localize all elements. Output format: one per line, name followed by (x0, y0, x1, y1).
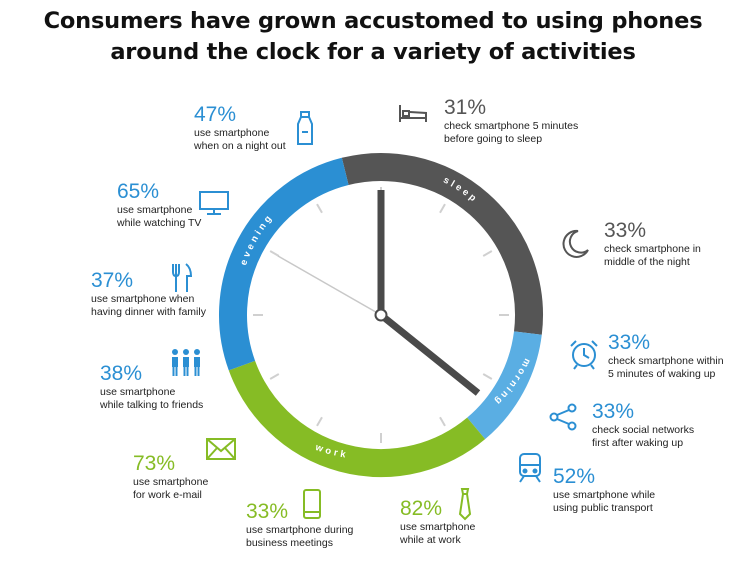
stat-percentage: 52% (553, 465, 596, 488)
stat-percentage: 33% (608, 331, 651, 354)
drink-icon (297, 111, 313, 145)
tie-icon (458, 488, 472, 521)
stat-description: use smartphone while watching TV (117, 204, 202, 229)
stat-description: use smartphone while talking to friends (100, 386, 204, 411)
stat-percentage: 47% (194, 103, 237, 126)
stat-description: use smartphone for work e-mail (133, 476, 209, 501)
tick-mark (482, 373, 493, 380)
moon-icon (562, 229, 589, 258)
stat-percentage: 37% (91, 269, 134, 292)
tv-icon (199, 191, 229, 215)
alarm-clock-icon (570, 340, 598, 370)
ring-segment-work (228, 360, 486, 477)
clock-ticks (253, 187, 509, 443)
stat-description: use smartphone while using public transp… (553, 489, 656, 514)
train-icon (519, 453, 541, 483)
stat-percentage: 33% (246, 500, 289, 523)
stat-business-meetings: 33% use smartphone during business meeti… (246, 500, 353, 550)
stat-waking-up: 33% check smartphone within 5 minutes of… (608, 331, 724, 381)
stat-percentage: 38% (100, 362, 143, 385)
stat-description: check social networks first after waking… (592, 424, 695, 449)
ring-segment-morning (466, 330, 542, 440)
bed-icon (399, 105, 427, 122)
ring-segment-evening (219, 157, 349, 371)
ring-segment-sleep (341, 153, 543, 335)
stat-public-transport: 52% use smartphone while using public tr… (553, 465, 655, 515)
stat-talking-friends: 38% use smartphone while talking to frie… (100, 362, 203, 412)
stat-percentage: 65% (117, 180, 160, 203)
stat-percentage: 31% (444, 96, 487, 119)
title-line-1: Consumers have grown accustomed to using… (43, 8, 703, 34)
stat-watching-tv: 65% use smartphone while watching TV (117, 180, 201, 230)
stat-description: use smartphone when having dinner with f… (91, 293, 206, 318)
stat-dinner-family: 37% use smartphone when having dinner wi… (91, 269, 206, 319)
stat-at-work: 82% use smartphone while at work (400, 497, 475, 547)
stat-social-networks: 33% check social networks first after wa… (592, 400, 694, 450)
envelope-icon (206, 438, 236, 460)
tick-mark (269, 373, 280, 380)
stat-percentage: 82% (400, 497, 443, 520)
phone-icon (303, 489, 321, 519)
second-hand (277, 255, 382, 316)
share-icon (549, 403, 577, 431)
tick-mark (269, 250, 280, 257)
stat-description: check smartphone within 5 minutes of wak… (608, 355, 724, 380)
hour-hand (378, 312, 481, 396)
tick-mark (316, 203, 323, 214)
stat-percentage: 33% (592, 400, 635, 423)
stat-work-email: 73% use smartphone for work e-mail (133, 452, 208, 502)
fork-knife-icon (172, 263, 193, 292)
stat-description: use smartphone while at work (400, 521, 476, 546)
tick-mark (439, 203, 446, 214)
title-line-2: around the clock for a variety of activi… (110, 39, 636, 65)
tick-mark (316, 416, 323, 427)
page-title: Consumers have grown accustomed to using… (0, 6, 746, 68)
stat-percentage: 73% (133, 452, 176, 475)
people-icon (172, 349, 200, 376)
stat-night-out: 47% use smartphone when on a night out (194, 103, 286, 153)
tick-mark (439, 416, 446, 427)
stat-percentage: 33% (604, 219, 647, 242)
stat-description: use smartphone when on a night out (194, 127, 286, 152)
clock-center (374, 308, 388, 322)
stat-before-sleep: 31% check smartphone 5 minutes before go… (444, 96, 578, 146)
stat-description: use smartphone during business meetings (246, 524, 354, 549)
stat-description: check smartphone in middle of the night (604, 243, 701, 268)
clock-ring (219, 153, 543, 477)
stat-description: check smartphone 5 minutes before going … (444, 120, 579, 145)
stat-middle-night: 33% check smartphone in middle of the ni… (604, 219, 701, 269)
tick-mark (482, 250, 493, 257)
